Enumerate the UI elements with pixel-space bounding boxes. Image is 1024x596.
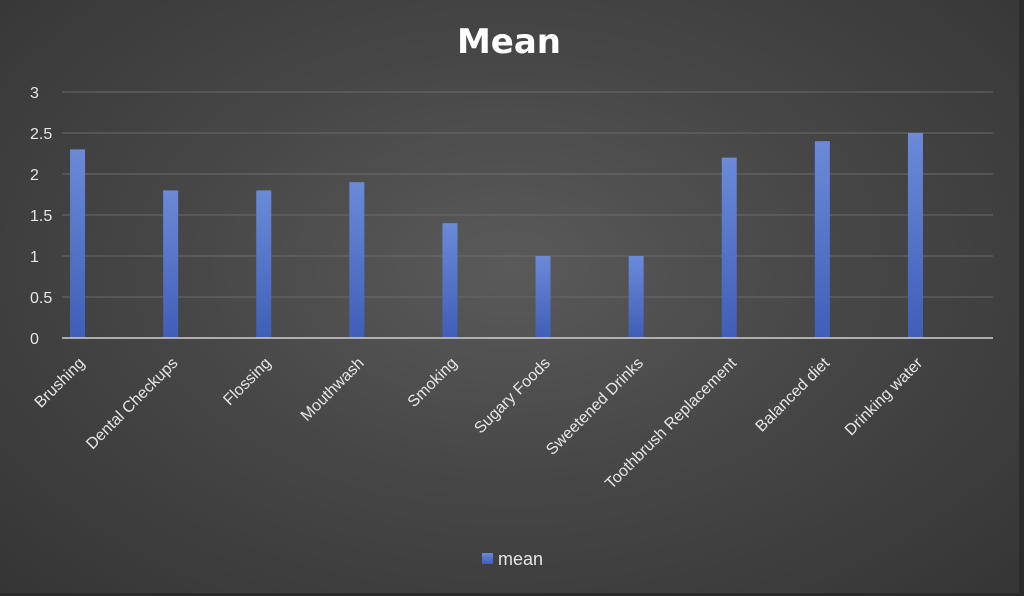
bar <box>349 182 365 338</box>
y-tick-label: 0 <box>30 331 39 348</box>
bar <box>721 157 737 338</box>
bar <box>907 133 923 338</box>
bar <box>70 149 86 338</box>
y-tick-label: 2.5 <box>30 126 52 143</box>
bar <box>628 256 644 338</box>
x-category-label: Balanced diet <box>753 354 834 435</box>
bars <box>70 133 923 338</box>
legend-label: mean <box>498 549 543 569</box>
chart-title: Mean <box>457 22 561 62</box>
x-category-label: Drinking water <box>842 354 927 439</box>
y-tick-label: 1.5 <box>30 208 52 225</box>
y-tick-label: 2 <box>30 167 39 184</box>
bar <box>256 190 272 338</box>
x-category-label: Sweetened Drinks <box>543 355 647 459</box>
legend: mean <box>482 549 543 569</box>
bar <box>442 223 458 338</box>
y-tick-label: 1 <box>30 249 39 266</box>
bar <box>814 141 830 338</box>
bar <box>535 256 551 338</box>
x-category-label: Mouthwash <box>298 355 368 425</box>
y-tick-label: 3 <box>30 85 39 102</box>
x-category-label: Flossing <box>220 355 274 409</box>
legend-swatch <box>482 553 493 564</box>
bar <box>163 190 179 338</box>
x-category-label: Sugary Foods <box>471 355 553 437</box>
y-tick-label: 0.5 <box>30 290 52 307</box>
x-category-label: Brushing <box>32 355 89 412</box>
x-category-label: Smoking <box>405 355 461 411</box>
x-category-label: Dental Checkups <box>83 355 181 453</box>
y-axis-ticks: 0 0.5 1 1.5 2 2.5 3 <box>30 85 52 348</box>
gridlines <box>62 91 993 298</box>
